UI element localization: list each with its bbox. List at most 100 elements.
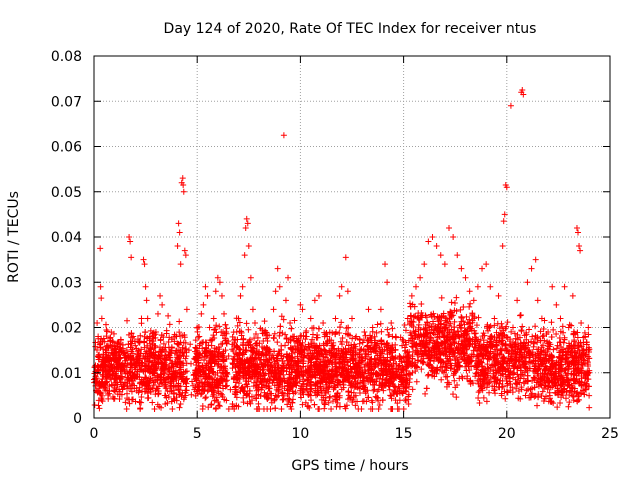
data-point (342, 345, 349, 352)
data-point (103, 327, 110, 333)
data-point (346, 395, 353, 402)
data-point (294, 346, 301, 353)
data-point (176, 329, 183, 336)
data-point (580, 346, 587, 353)
data-point (474, 348, 481, 355)
data-point (502, 368, 509, 375)
data-point (321, 405, 328, 412)
data-point (201, 387, 208, 394)
data-point (422, 321, 429, 328)
data-point (419, 358, 426, 365)
data-point (105, 395, 112, 402)
data-point (384, 340, 391, 347)
data-point (99, 398, 106, 405)
data-point (308, 359, 315, 366)
data-point (286, 375, 293, 382)
data-point (128, 388, 135, 395)
data-point (563, 388, 570, 395)
data-point (91, 401, 98, 408)
data-point (431, 342, 438, 349)
data-point (562, 395, 569, 402)
data-point (140, 379, 147, 386)
data-point (162, 344, 169, 351)
data-point (352, 402, 359, 409)
data-point (539, 388, 546, 395)
data-point (426, 348, 433, 355)
data-point (387, 380, 394, 387)
data-point (542, 393, 549, 400)
data-point (249, 397, 256, 404)
data-point (434, 340, 441, 347)
data-point (109, 393, 116, 400)
data-point (177, 359, 184, 366)
data-point (195, 366, 202, 373)
data-point (436, 333, 443, 340)
data-point (132, 360, 139, 367)
data-point (525, 339, 532, 346)
data-point (155, 390, 162, 397)
data-point (169, 405, 176, 412)
data-point (217, 390, 224, 397)
data-point (299, 388, 306, 395)
data-point (406, 300, 413, 307)
data-point (399, 336, 406, 343)
data-point (255, 386, 262, 393)
data-point (274, 339, 281, 346)
data-point (480, 394, 487, 401)
data-point (544, 371, 551, 378)
data-point (535, 352, 542, 359)
data-point (566, 399, 573, 406)
data-point (280, 392, 287, 399)
data-point (260, 356, 267, 363)
data-point (308, 385, 315, 392)
data-point (475, 314, 482, 321)
data-point (453, 294, 460, 301)
data-point (526, 326, 533, 333)
data-point (476, 400, 483, 407)
data-point (387, 392, 394, 399)
data-point (498, 340, 505, 347)
data-point (409, 335, 416, 342)
data-point (499, 371, 506, 378)
data-point (94, 346, 101, 353)
data-point (538, 376, 545, 383)
data-point (310, 324, 317, 331)
data-point (544, 386, 551, 393)
data-point (457, 324, 464, 331)
data-point (284, 401, 291, 408)
data-point (348, 389, 355, 396)
data-point (414, 364, 421, 371)
data-point (216, 403, 223, 410)
data-point (499, 377, 506, 384)
data-point (463, 313, 470, 320)
data-point (359, 366, 366, 373)
data-point (428, 335, 435, 342)
data-point (350, 348, 357, 355)
data-point (313, 349, 320, 356)
data-point (209, 393, 216, 400)
data-point (374, 388, 381, 395)
data-point (530, 343, 537, 350)
data-point (566, 391, 573, 398)
data-point (268, 363, 275, 370)
data-point (415, 310, 422, 317)
data-point (338, 386, 345, 393)
data-point (546, 392, 553, 399)
data-point (230, 329, 237, 336)
data-point (469, 310, 476, 317)
data-point (454, 345, 461, 352)
data-point (350, 393, 357, 400)
data-point (451, 370, 458, 377)
data-point (571, 385, 578, 392)
data-point (574, 347, 581, 354)
data-point (574, 334, 581, 341)
data-point (499, 364, 506, 371)
data-point (423, 319, 430, 326)
data-point (284, 353, 291, 360)
data-point (565, 377, 572, 384)
data-point (563, 372, 570, 379)
data-point (283, 335, 290, 342)
data-point (534, 339, 541, 346)
data-point (202, 353, 209, 360)
